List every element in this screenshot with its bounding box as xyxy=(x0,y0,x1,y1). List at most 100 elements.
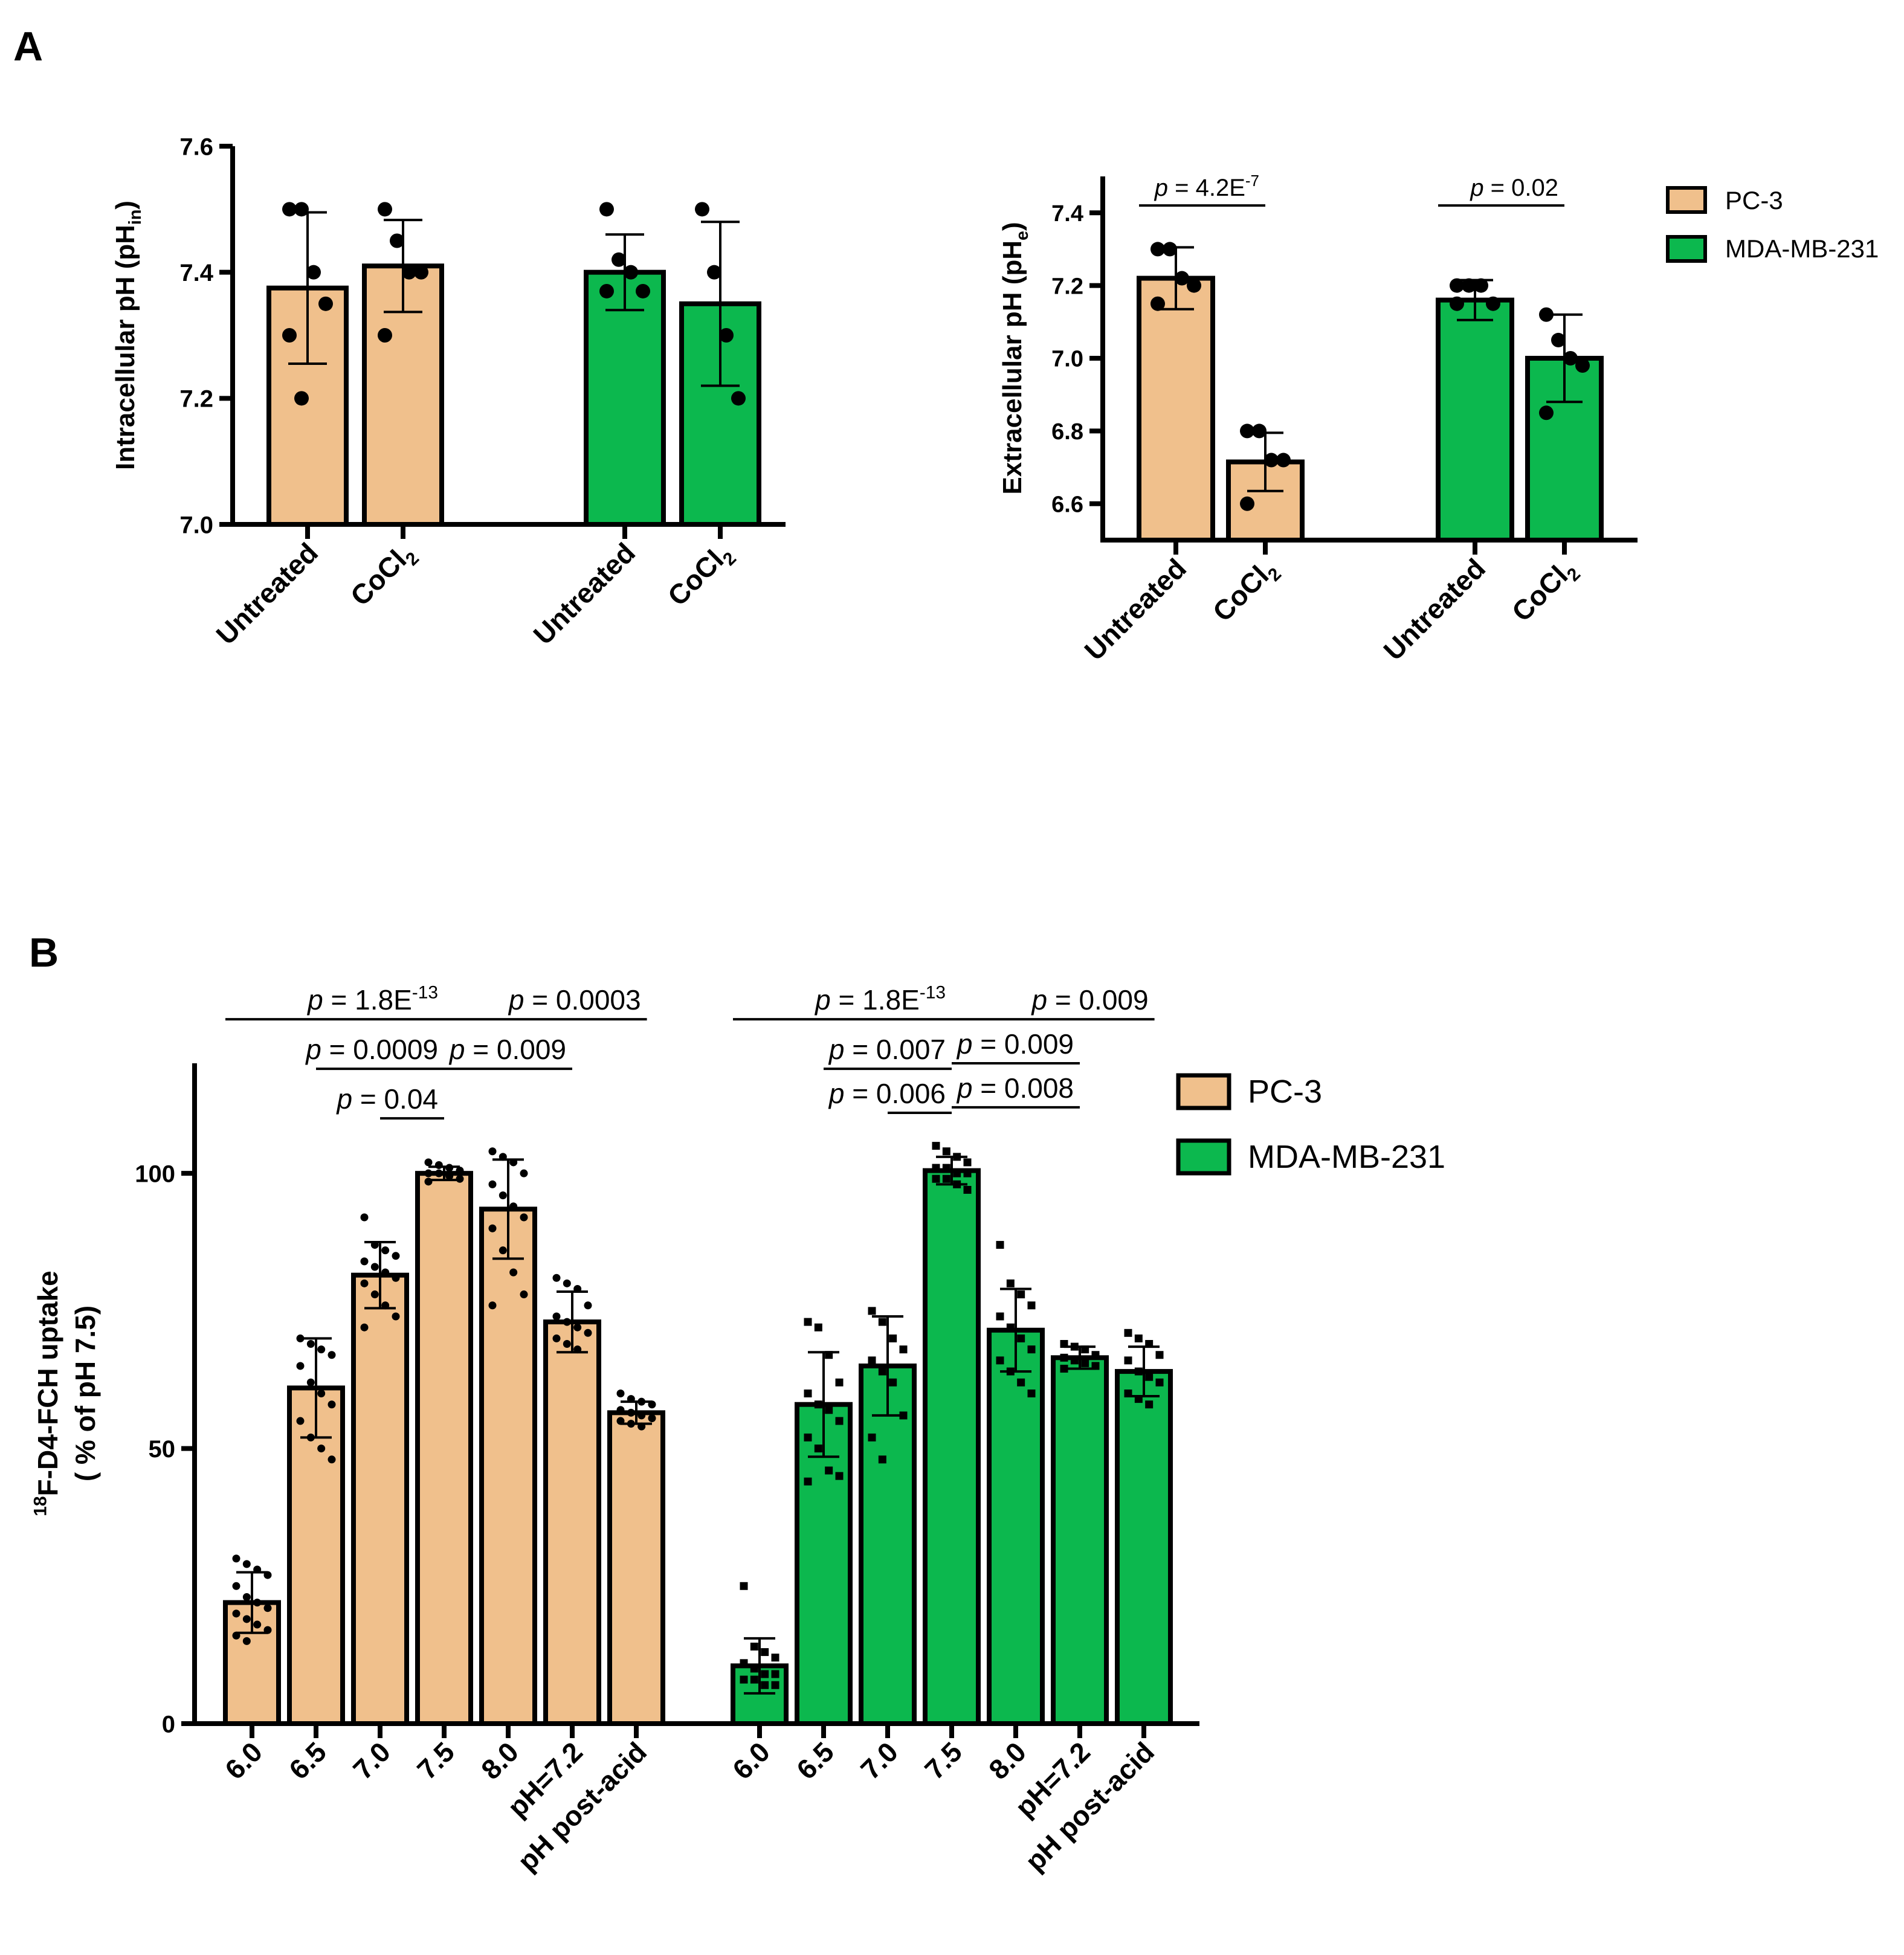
data-point xyxy=(1070,1342,1079,1351)
data-point xyxy=(1027,1345,1036,1354)
data-point xyxy=(761,1648,769,1657)
data-point xyxy=(456,1167,464,1175)
data-point xyxy=(424,1169,433,1177)
data-point xyxy=(1124,1356,1132,1365)
y-tick-label: 6.8 xyxy=(1051,419,1083,445)
data-point xyxy=(1150,242,1165,257)
data-point xyxy=(424,1158,433,1167)
bar xyxy=(1137,275,1215,543)
data-point xyxy=(509,1202,518,1211)
data-point xyxy=(563,1340,571,1348)
data-point xyxy=(242,1593,251,1602)
data-point xyxy=(624,265,638,280)
x-category-label: Untreated xyxy=(1078,552,1192,666)
data-point xyxy=(731,391,746,406)
data-point xyxy=(306,1433,315,1441)
data-point xyxy=(402,265,416,280)
p-value-label: p = 1.8E-13 xyxy=(814,983,946,1016)
data-point xyxy=(1070,1356,1079,1365)
data-point xyxy=(814,1323,822,1332)
x-category-label: 7.0 xyxy=(347,1736,396,1785)
data-point xyxy=(328,1400,336,1409)
legend-a-mda-swatch xyxy=(1666,235,1707,263)
data-point xyxy=(520,1290,528,1299)
data-point xyxy=(996,1312,1004,1321)
panel-label-b: B xyxy=(29,930,59,976)
data-point xyxy=(584,1329,592,1337)
data-point xyxy=(1155,1378,1164,1387)
data-point xyxy=(573,1345,582,1354)
data-point xyxy=(1081,1359,1089,1367)
data-point xyxy=(328,1351,336,1359)
data-point xyxy=(296,1417,305,1425)
data-point xyxy=(499,1246,507,1255)
data-point xyxy=(1539,307,1554,322)
data-point xyxy=(627,1395,635,1403)
x-category-label: 6.0 xyxy=(726,1736,776,1785)
data-point xyxy=(1450,278,1464,293)
y-tick-label: 7.4 xyxy=(1051,201,1083,227)
data-point xyxy=(509,1158,518,1167)
data-point xyxy=(1006,1367,1015,1376)
y-tick-label: 6.6 xyxy=(1051,492,1083,517)
data-point xyxy=(1163,242,1177,257)
data-point xyxy=(771,1654,779,1662)
data-point xyxy=(1145,1373,1154,1381)
data-point xyxy=(932,1164,940,1172)
data-point xyxy=(370,1290,379,1299)
data-point xyxy=(242,1637,251,1645)
data-point xyxy=(1240,424,1254,439)
data-point xyxy=(627,1420,635,1428)
data-point xyxy=(1027,1390,1036,1397)
data-point xyxy=(360,1257,369,1266)
data-point xyxy=(370,1241,379,1249)
data-point xyxy=(825,1351,833,1359)
data-point xyxy=(1027,1301,1036,1310)
x-category-label: Untreated xyxy=(527,536,641,651)
data-point xyxy=(242,1615,251,1623)
data-point xyxy=(318,296,333,311)
data-point xyxy=(296,1362,305,1370)
data-point xyxy=(424,1177,433,1186)
data-point xyxy=(381,1246,390,1255)
data-point xyxy=(1134,1367,1143,1376)
bar xyxy=(1115,1369,1173,1726)
bar xyxy=(479,1206,537,1726)
data-point xyxy=(381,1268,390,1277)
data-point xyxy=(1134,1334,1143,1342)
data-point xyxy=(750,1675,758,1684)
data-point xyxy=(1017,1334,1025,1342)
data-point xyxy=(370,1263,379,1271)
data-point xyxy=(390,233,404,248)
data-point xyxy=(392,1274,400,1282)
data-point xyxy=(648,1414,656,1422)
data-point xyxy=(1060,1353,1068,1362)
data-point xyxy=(328,1455,336,1464)
data-point xyxy=(1006,1279,1015,1287)
y-tick-label: 7.4 xyxy=(179,260,213,286)
data-point xyxy=(414,265,428,280)
legend-a-pc3-label: PC-3 xyxy=(1725,186,1783,214)
data-point xyxy=(563,1279,571,1287)
data-point xyxy=(1462,278,1476,293)
data-point xyxy=(761,1681,769,1689)
data-point xyxy=(1124,1329,1132,1337)
data-point xyxy=(232,1554,240,1563)
p-value-label: p = 0.007 xyxy=(828,1034,946,1065)
data-point xyxy=(932,1142,940,1150)
data-point xyxy=(1006,1323,1015,1332)
y-tick-label: 50 xyxy=(149,1436,176,1463)
data-point xyxy=(1187,278,1201,293)
data-point xyxy=(434,1169,443,1177)
data-point xyxy=(445,1164,454,1172)
data-point xyxy=(1276,453,1291,468)
x-category-label: 8.0 xyxy=(475,1736,524,1785)
y-axis-label: 18F-D4-FCH uptake xyxy=(31,1271,63,1516)
data-point xyxy=(612,252,626,267)
data-point xyxy=(1175,271,1189,286)
p-value-label: p = 0.0003 xyxy=(508,984,641,1016)
data-point xyxy=(378,202,392,217)
data-point xyxy=(263,1626,272,1634)
data-point xyxy=(835,1378,844,1387)
